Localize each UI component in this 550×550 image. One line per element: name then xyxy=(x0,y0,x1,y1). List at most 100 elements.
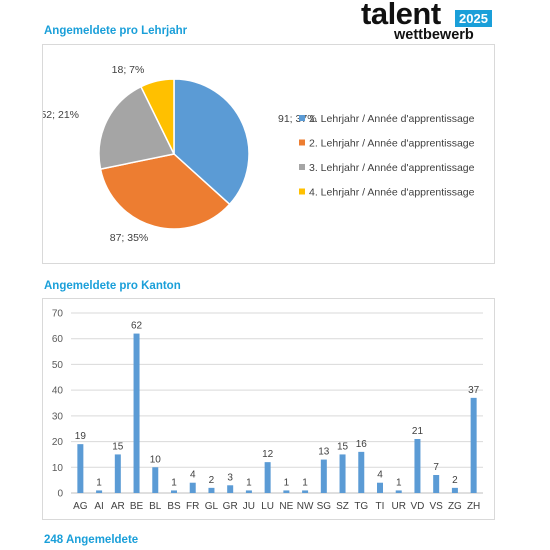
bar-value-label-NE: 1 xyxy=(284,477,290,488)
x-tick-label-BE: BE xyxy=(130,501,144,512)
bar-chart: 0 10 20 30 40 50 60 70 19 AG 1 AI 15 AR 62 BE 10 BL 1 BS 4 FR… xyxy=(52,309,483,512)
y-tick-label: 30 xyxy=(52,411,64,422)
bar-AI xyxy=(96,490,103,493)
x-tick-label-JU: JU xyxy=(243,501,255,512)
bar-value-label-AI: 1 xyxy=(96,477,102,488)
bar-SZ xyxy=(339,454,346,493)
bar-value-label-TI: 4 xyxy=(377,470,383,481)
x-tick-label-AG: AG xyxy=(73,501,88,512)
x-tick-label-VD: VD xyxy=(411,501,425,512)
bar-value-label-VS: 7 xyxy=(433,462,439,473)
logo-subtitle: wettbewerb xyxy=(394,27,474,43)
y-tick-label: 40 xyxy=(52,386,64,397)
bar-TI xyxy=(377,482,383,493)
bar-BL xyxy=(152,467,159,493)
bar-value-label-GL: 2 xyxy=(209,475,215,486)
bar-value-label-JU: 1 xyxy=(246,477,252,488)
logo-word: talent xyxy=(361,0,441,31)
bar-VS xyxy=(433,475,440,493)
y-tick-label: 20 xyxy=(52,437,64,448)
x-tick-label-ZH: ZH xyxy=(467,501,480,512)
bar-NE xyxy=(283,490,290,493)
x-tick-label-AR: AR xyxy=(111,501,125,512)
pie-section-title: Angemeldete pro Lehrjahr xyxy=(44,25,188,37)
pie-data-label-4: 18; 7% xyxy=(112,64,145,76)
pie-slice-1 xyxy=(173,78,250,206)
x-tick-label-AI: AI xyxy=(94,501,103,512)
legend-entry-2: 2. Lehrjahr / Année d'apprentissage xyxy=(309,138,475,150)
x-tick-label-BL: BL xyxy=(149,501,162,512)
bar-value-label-GR: 3 xyxy=(227,472,233,483)
x-tick-label-ZG: ZG xyxy=(448,501,462,512)
bar-value-label-UR: 1 xyxy=(396,477,402,488)
pie-slice-3 xyxy=(98,85,176,170)
bar-AG xyxy=(77,444,84,493)
y-tick-label: 70 xyxy=(52,309,64,320)
pie-data-label-1: 91; 37% xyxy=(278,113,317,125)
x-tick-label-SZ: SZ xyxy=(336,501,349,512)
bar-value-label-TG: 16 xyxy=(356,439,368,450)
bar-ZH xyxy=(470,397,477,493)
pie-chart-panel: 91; 37% 87; 35% 52; 21% 18; 7% 1. Lehrjahr /… xyxy=(40,44,495,264)
bar-value-label-SZ: 15 xyxy=(337,441,349,452)
logo-year-badge: 2025 xyxy=(455,10,492,27)
legend-swatch-4 xyxy=(299,188,305,195)
x-tick-label-TI: TI xyxy=(376,501,385,512)
pie-data-label-2: 87; 35% xyxy=(110,232,149,244)
x-tick-label-GL: GL xyxy=(205,501,219,512)
legend-entry-1: 1. Lehrjahr / Année d'apprentissage xyxy=(309,113,475,125)
legend-entry-3: 3. Lehrjahr / Année d'apprentissage xyxy=(309,162,475,174)
y-tick-label: 60 xyxy=(52,334,64,345)
bar-value-label-NW: 1 xyxy=(302,477,308,488)
bar-BS xyxy=(171,490,177,493)
bar-value-label-ZG: 2 xyxy=(452,475,458,486)
bar-value-label-ZH: 37 xyxy=(468,385,480,396)
x-tick-label-TG: TG xyxy=(354,501,368,512)
bar-UR xyxy=(395,490,402,493)
x-tick-label-FR: FR xyxy=(186,501,199,512)
pie-data-label-3: 52; 21% xyxy=(43,109,79,121)
bar-GR xyxy=(227,485,234,493)
bar-TG xyxy=(358,451,365,493)
pie-chart: 91; 37% 87; 35% 52; 21% 18; 7% 1. Lehrjahr /… xyxy=(40,64,475,244)
x-tick-label-SG: SG xyxy=(317,501,332,512)
x-tick-label-GR: GR xyxy=(223,501,238,512)
legend-swatch-1 xyxy=(299,115,305,121)
bar-section-title: Angemeldete pro Kanton xyxy=(44,280,181,292)
bar-value-label-VD: 21 xyxy=(412,426,424,437)
x-tick-label-VS: VS xyxy=(430,501,444,512)
bar-AR xyxy=(114,454,121,493)
pie-slice-2 xyxy=(99,153,231,230)
bar-VD xyxy=(414,439,421,493)
bar-BE xyxy=(133,333,140,493)
bar-NW xyxy=(302,490,309,493)
bar-value-label-LU: 12 xyxy=(262,449,274,460)
bar-ZG xyxy=(451,487,458,493)
y-tick-label: 0 xyxy=(57,489,63,500)
bar-LU xyxy=(264,462,271,493)
bar-FR xyxy=(189,482,196,493)
x-tick-label-NE: NE xyxy=(279,501,293,512)
bar-SG xyxy=(320,459,327,493)
pie-slice-4 xyxy=(139,78,175,155)
bar-value-label-BE: 62 xyxy=(131,321,143,332)
legend-swatch-2 xyxy=(299,139,305,146)
legend-entry-4: 4. Lehrjahr / Année d'apprentissage xyxy=(309,187,475,199)
bar-value-label-SG: 13 xyxy=(318,447,330,458)
bar-value-label-AR: 15 xyxy=(112,441,124,452)
y-tick-label: 10 xyxy=(52,463,64,474)
x-tick-label-UR: UR xyxy=(392,501,406,512)
bar-JU xyxy=(245,490,252,493)
x-tick-label-NW: NW xyxy=(297,501,314,512)
bar-value-label-BS: 1 xyxy=(171,477,177,488)
bar-value-label-AG: 19 xyxy=(75,431,87,442)
y-tick-label: 50 xyxy=(52,360,64,371)
bar-value-label-FR: 4 xyxy=(190,470,196,481)
total-registrations: 248 Angemeldete xyxy=(44,534,139,546)
bar-chart-panel: 0 10 20 30 40 50 60 70 19 AG 1 AI 15 AR 62 BE 10 BL 1 BS 4 FR… xyxy=(42,298,495,520)
bar-value-label-BL: 10 xyxy=(150,454,162,465)
x-tick-label-LU: LU xyxy=(261,501,274,512)
bar-GL xyxy=(208,487,215,493)
x-tick-label-BS: BS xyxy=(167,501,181,512)
legend-swatch-3 xyxy=(299,164,305,170)
